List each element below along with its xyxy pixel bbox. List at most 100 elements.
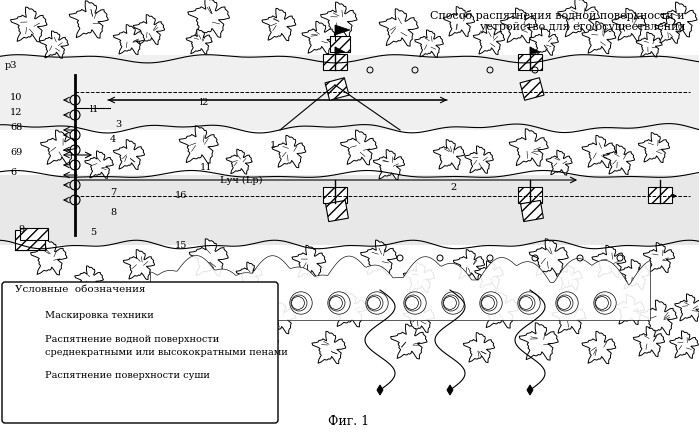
Polygon shape bbox=[85, 151, 113, 178]
Text: устройство для его осуществления: устройство для его осуществления bbox=[480, 22, 685, 32]
Polygon shape bbox=[475, 261, 503, 288]
Polygon shape bbox=[302, 21, 336, 54]
Circle shape bbox=[593, 292, 617, 314]
Text: 9: 9 bbox=[18, 225, 24, 234]
Polygon shape bbox=[636, 32, 662, 57]
Polygon shape bbox=[556, 265, 582, 290]
Circle shape bbox=[558, 297, 570, 309]
Bar bbox=[323, 187, 347, 203]
Polygon shape bbox=[69, 1, 108, 38]
Polygon shape bbox=[361, 240, 397, 275]
Polygon shape bbox=[655, 16, 684, 43]
Text: Способ распятнения водной поверхности и: Способ распятнения водной поверхности и bbox=[431, 10, 685, 21]
Polygon shape bbox=[123, 250, 154, 279]
Circle shape bbox=[481, 295, 497, 311]
Polygon shape bbox=[465, 146, 493, 173]
Text: 16: 16 bbox=[175, 191, 187, 200]
Text: 3: 3 bbox=[115, 120, 121, 129]
Polygon shape bbox=[443, 7, 475, 36]
Polygon shape bbox=[675, 294, 699, 321]
Polygon shape bbox=[331, 292, 367, 327]
Polygon shape bbox=[529, 239, 568, 276]
Polygon shape bbox=[582, 331, 616, 364]
Circle shape bbox=[405, 295, 421, 311]
Circle shape bbox=[366, 292, 388, 314]
Polygon shape bbox=[546, 150, 572, 175]
Circle shape bbox=[178, 297, 190, 309]
Text: 11: 11 bbox=[200, 163, 212, 172]
Polygon shape bbox=[12, 363, 46, 396]
Polygon shape bbox=[447, 385, 453, 395]
Circle shape bbox=[328, 292, 350, 314]
Circle shape bbox=[482, 297, 494, 309]
Polygon shape bbox=[530, 28, 559, 55]
Circle shape bbox=[595, 295, 611, 311]
Bar bbox=[518, 187, 542, 203]
Text: p3: p3 bbox=[5, 61, 17, 70]
Polygon shape bbox=[262, 8, 296, 41]
Text: 5: 5 bbox=[90, 228, 96, 237]
Polygon shape bbox=[179, 126, 218, 163]
Polygon shape bbox=[479, 291, 518, 328]
Circle shape bbox=[252, 292, 274, 314]
Circle shape bbox=[519, 297, 533, 309]
Bar bbox=[325, 78, 349, 100]
Text: 15: 15 bbox=[175, 241, 187, 250]
Text: l1: l1 bbox=[90, 105, 99, 114]
Text: 6: 6 bbox=[10, 168, 16, 177]
Text: Маскировка техники: Маскировка техники bbox=[45, 311, 154, 320]
Polygon shape bbox=[188, 0, 229, 37]
Polygon shape bbox=[530, 47, 540, 54]
Polygon shape bbox=[164, 332, 194, 363]
Text: Lуч (Lр): Lуч (Lр) bbox=[220, 176, 263, 185]
Polygon shape bbox=[113, 25, 145, 55]
Bar bbox=[520, 78, 544, 100]
Circle shape bbox=[215, 295, 231, 311]
Polygon shape bbox=[75, 266, 103, 293]
Bar bbox=[0, 175, 699, 245]
Text: 4: 4 bbox=[110, 135, 116, 144]
Polygon shape bbox=[640, 300, 677, 335]
Circle shape bbox=[596, 297, 608, 309]
Circle shape bbox=[177, 295, 193, 311]
Polygon shape bbox=[633, 327, 665, 357]
Bar bbox=[323, 54, 347, 70]
Circle shape bbox=[368, 297, 380, 309]
Polygon shape bbox=[10, 7, 47, 42]
Polygon shape bbox=[335, 47, 345, 54]
Polygon shape bbox=[377, 385, 383, 395]
Text: Условные  обозначения: Условные обозначения bbox=[15, 285, 145, 294]
Circle shape bbox=[518, 292, 540, 314]
Text: Распятнение водной поверхности: Распятнение водной поверхности bbox=[45, 335, 219, 344]
Circle shape bbox=[254, 297, 266, 309]
Polygon shape bbox=[335, 25, 350, 35]
Polygon shape bbox=[340, 130, 377, 165]
Polygon shape bbox=[41, 130, 77, 165]
Polygon shape bbox=[189, 239, 229, 276]
Circle shape bbox=[291, 295, 307, 311]
Polygon shape bbox=[638, 133, 670, 162]
Bar bbox=[20, 228, 48, 240]
Text: 10: 10 bbox=[10, 93, 22, 102]
Polygon shape bbox=[603, 145, 635, 175]
Polygon shape bbox=[321, 2, 357, 37]
Circle shape bbox=[176, 292, 199, 314]
Polygon shape bbox=[312, 331, 346, 364]
Circle shape bbox=[253, 295, 269, 311]
Polygon shape bbox=[415, 30, 443, 57]
Circle shape bbox=[291, 297, 304, 309]
Polygon shape bbox=[463, 332, 495, 363]
Polygon shape bbox=[91, 322, 127, 357]
Polygon shape bbox=[40, 31, 69, 58]
Polygon shape bbox=[13, 332, 45, 363]
Polygon shape bbox=[519, 323, 559, 360]
Polygon shape bbox=[619, 260, 649, 290]
Circle shape bbox=[556, 292, 578, 314]
Polygon shape bbox=[582, 135, 616, 168]
Text: 68: 68 bbox=[10, 123, 22, 132]
Polygon shape bbox=[670, 331, 698, 358]
Polygon shape bbox=[454, 250, 484, 279]
Bar bbox=[518, 54, 542, 70]
Circle shape bbox=[519, 295, 535, 311]
Polygon shape bbox=[226, 149, 252, 174]
